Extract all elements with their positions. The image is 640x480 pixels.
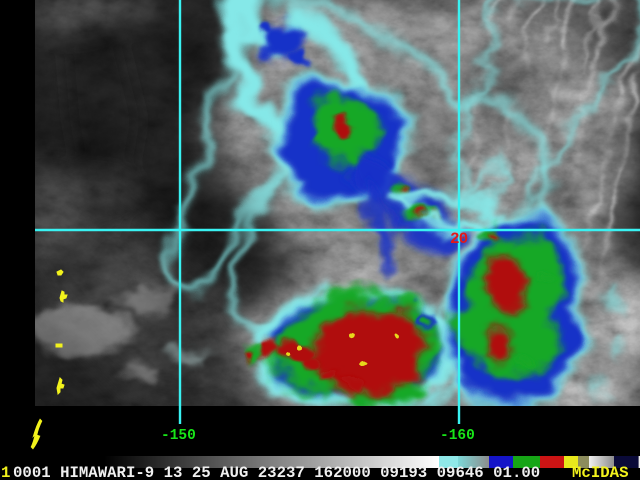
svg-text:McIDAS: McIDAS — [572, 464, 628, 480]
svg-text:1: 1 — [1, 464, 10, 480]
svg-text:-150: -150 — [161, 428, 196, 444]
svg-text:0001 HIMAWARI-9 13 25 AUG 2323: 0001 HIMAWARI-9 13 25 AUG 23237 162000 0… — [13, 464, 540, 480]
svg-text:-160: -160 — [440, 428, 475, 444]
